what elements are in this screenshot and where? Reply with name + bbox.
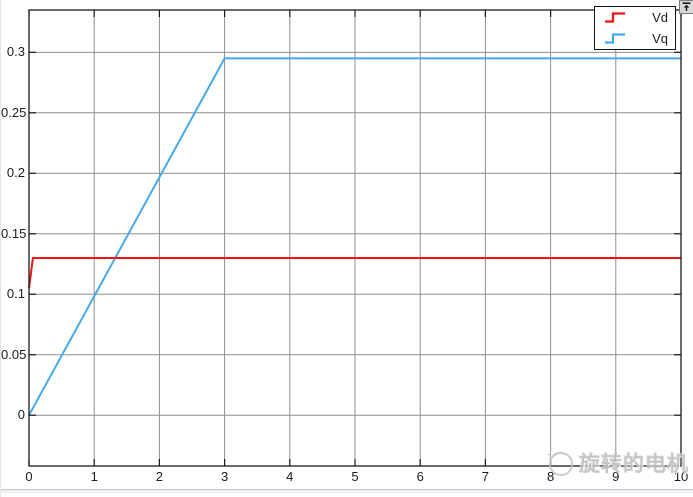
y-tick-label: 0.3 <box>6 44 25 60</box>
x-tick-label: 1 <box>90 469 98 484</box>
x-tick-label: 9 <box>612 469 620 484</box>
legend-item-Vq[interactable]: Vq <box>595 29 675 48</box>
x-tick-label: 4 <box>286 469 294 484</box>
x-tick-label: 10 <box>673 469 689 484</box>
y-tick-label: 0.25 <box>1 104 27 120</box>
legend-label: Vd <box>652 10 668 26</box>
x-tick-label: 0 <box>25 469 33 484</box>
y-tick-label: 0.15 <box>1 225 27 241</box>
x-tick-label: 5 <box>351 469 359 484</box>
step-line-icon <box>605 12 625 23</box>
x-tick-label: 6 <box>416 469 424 484</box>
y-tick-label: 0.1 <box>6 286 25 302</box>
window-bottom-edge <box>1 489 693 493</box>
x-tick-label: 2 <box>155 469 164 484</box>
y-tick-label: 0.05 <box>1 346 27 362</box>
legend-item-Vd[interactable]: Vd <box>595 8 675 27</box>
series-line-Vd <box>28 256 681 289</box>
y-tick-label: 0.2 <box>6 165 25 181</box>
x-tick-label: 8 <box>546 469 555 484</box>
series-line-Vq <box>28 57 681 416</box>
step-line-icon <box>605 33 625 44</box>
x-tick-label: 3 <box>220 469 229 484</box>
legend-label: Vq <box>652 30 668 46</box>
dock-up-arrow-icon <box>682 2 691 11</box>
dock-figure-button[interactable] <box>679 0 693 14</box>
y-tick-label: 0 <box>17 407 25 423</box>
legend[interactable]: Vd Vq <box>594 6 676 50</box>
x-tick-label: 7 <box>481 469 490 484</box>
